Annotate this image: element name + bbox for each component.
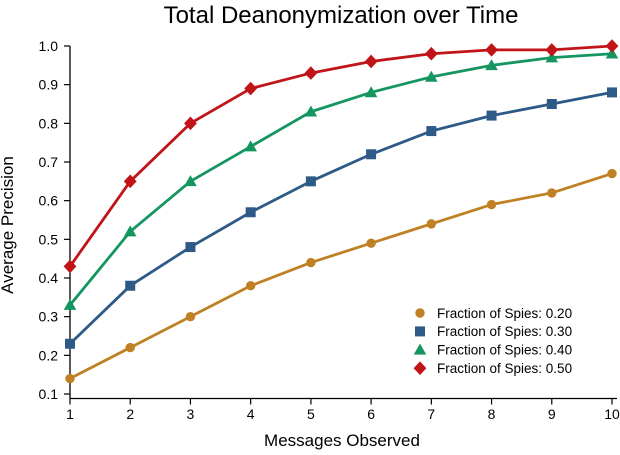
data-point-marker [605, 39, 619, 53]
series-line [68, 44, 613, 268]
data-point-marker [485, 43, 498, 57]
data-point-marker [306, 257, 316, 268]
chart-title: Total Deanonymization over Time [164, 2, 519, 29]
data-point-marker [545, 51, 559, 63]
axes: 1 2 3 4 5 6 7 8 9 10 1.0 0.9 0.8 0.7 0.6 0.5 0.4 0.3 0.2 0.… [39, 38, 620, 422]
data-point-marker [245, 281, 256, 291]
data-point-marker [424, 46, 438, 61]
data-point-marker [244, 140, 257, 152]
data-point-marker [546, 99, 557, 109]
data-point-marker [486, 199, 497, 210]
y-tick-label: 0.2 [39, 347, 59, 363]
data-point-marker [364, 86, 378, 98]
data-point-marker [545, 43, 559, 57]
data-point-marker [185, 311, 196, 322]
legend-marker-circle [415, 308, 425, 318]
legend-label: Fraction of Spies: 0.40 [437, 343, 572, 358]
data-point-marker [366, 238, 376, 248]
x-tick-label: 9 [548, 406, 556, 422]
data-point-marker [244, 81, 258, 96]
data-point-marker [485, 59, 498, 71]
data-point-marker [426, 126, 437, 137]
y-tick-label: 1.0 [39, 38, 59, 54]
data-point-marker [63, 298, 77, 310]
x-tick-label: 8 [488, 406, 496, 422]
y-tick-label: 0.6 [39, 193, 59, 209]
data-point-marker [125, 280, 136, 291]
series-3 [63, 39, 619, 274]
y-tick-label: 0.4 [39, 270, 59, 286]
y-tick-label: 0.5 [39, 231, 59, 247]
legend-label: Fraction of Spies: 0.50 [437, 361, 572, 376]
x-tick-label: 2 [126, 406, 134, 422]
legend-marker-triangle [413, 343, 427, 355]
y-tick-label: 0.8 [39, 115, 59, 131]
legend-marker-diamond [413, 361, 427, 375]
y-tick-label: 0.7 [39, 154, 59, 170]
data-point-marker [65, 338, 75, 349]
data-point-marker [425, 70, 438, 82]
x-tick-label: 4 [247, 406, 255, 422]
series-line [69, 172, 613, 380]
x-tick-label: 7 [427, 406, 435, 422]
data-point-marker [304, 105, 318, 117]
series-group [63, 39, 619, 384]
x-tick-label: 10 [604, 406, 620, 422]
legend: Fraction of Spies: 0.20 Fraction of Spies… [413, 306, 572, 376]
y-axis-label: Average Precision [0, 156, 17, 294]
data-point-marker [426, 219, 437, 229]
legend-label: Fraction of Spies: 0.20 [437, 306, 572, 321]
series-0 [65, 168, 617, 384]
data-point-marker [607, 87, 617, 98]
data-point-marker [486, 110, 497, 121]
data-point-marker [65, 373, 75, 384]
x-tick-label: 1 [66, 406, 74, 422]
data-point-marker [607, 168, 617, 179]
legend-label: Fraction of Spies: 0.30 [437, 324, 572, 339]
x-tick-label: 3 [187, 406, 195, 422]
x-axis-label: Messages Observed [264, 431, 420, 450]
data-point-marker [123, 174, 137, 189]
series-line [68, 52, 613, 306]
series-2 [63, 47, 619, 310]
y-tick-label: 0.9 [39, 77, 59, 93]
data-point-marker [245, 207, 256, 218]
series-1 [65, 87, 617, 349]
data-point-marker [547, 188, 557, 198]
data-point-marker [63, 259, 77, 274]
data-point-marker [185, 242, 196, 253]
data-point-marker [366, 149, 377, 160]
data-point-marker [184, 116, 197, 131]
legend-marker-square [415, 326, 425, 337]
data-point-marker [125, 342, 135, 353]
data-point-marker [184, 175, 197, 187]
data-point-marker [364, 54, 378, 69]
x-tick-label: 6 [367, 406, 375, 422]
data-point-marker [123, 225, 137, 237]
data-point-marker [605, 47, 619, 59]
data-point-marker [304, 66, 318, 80]
data-point-marker [305, 176, 316, 187]
series-line [69, 91, 613, 345]
x-tick-label: 5 [307, 406, 315, 422]
y-tick-label: 0.3 [39, 309, 59, 325]
y-tick-label: 0.1 [39, 386, 59, 402]
